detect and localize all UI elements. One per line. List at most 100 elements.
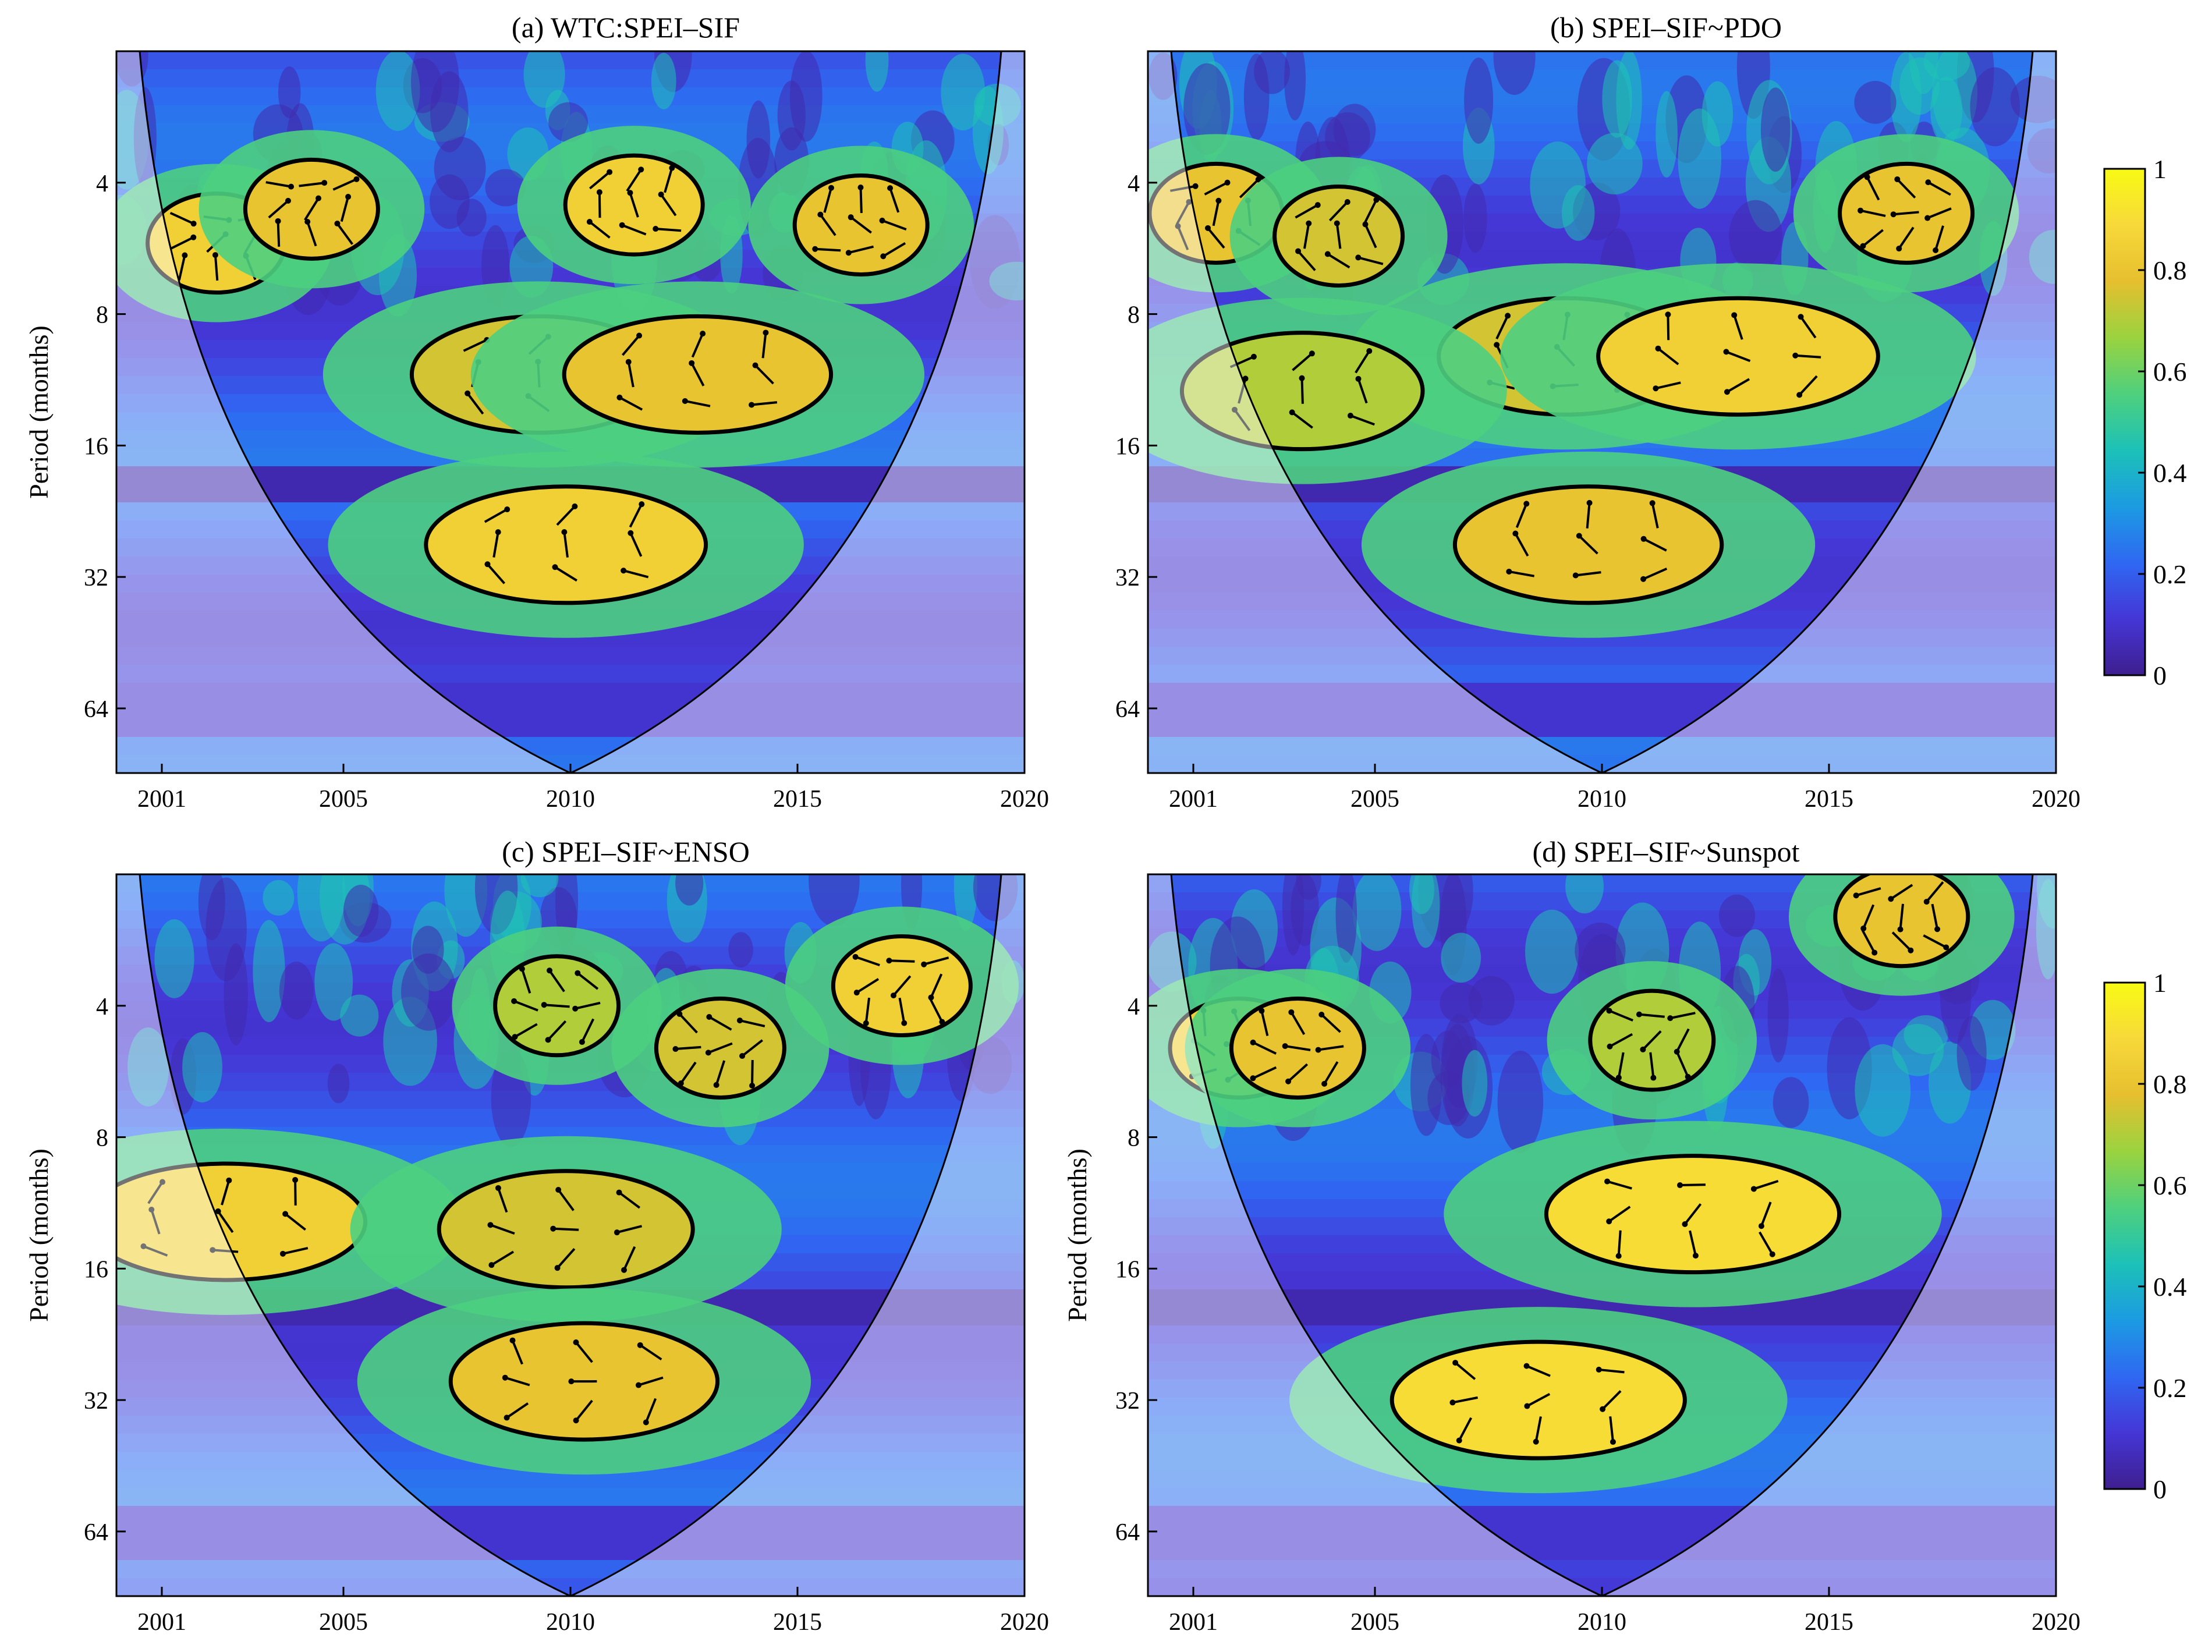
- coherence-patch: [263, 880, 295, 916]
- coherence-patch: [1909, 51, 1938, 94]
- phase-arrow: [150, 1209, 161, 1235]
- phase-arrowhead: [1224, 179, 1231, 186]
- y-tick-labels: 4 8 16 32 64: [1115, 171, 1157, 723]
- coherence-band: [116, 701, 1025, 719]
- phase-arrow: [1931, 903, 1939, 930]
- coherence-patch: [1656, 91, 1678, 178]
- phase-arrow: [1291, 411, 1313, 429]
- phase-arrowhead: [1724, 389, 1730, 395]
- phase-arrow: [856, 978, 880, 994]
- phase-arrow: [1207, 227, 1225, 249]
- coherence-patch: [1284, 51, 1306, 120]
- phase-arrow: [214, 254, 219, 281]
- phase-arrowhead: [845, 250, 852, 256]
- coherence-patch: [279, 961, 314, 1020]
- phase-arrowhead: [1860, 925, 1867, 931]
- phase-arrowhead: [1285, 1078, 1292, 1084]
- coherence-patch: [343, 884, 379, 937]
- phase-arrowhead: [321, 180, 328, 186]
- phase-arrowhead: [1649, 500, 1656, 506]
- phase-arrow: [212, 1249, 239, 1253]
- phase-arrowhead: [279, 1250, 286, 1257]
- colorbar-tick-label: 0.6: [2153, 1171, 2187, 1200]
- phase-arrowhead: [334, 221, 341, 227]
- phase-arrow: [715, 1060, 726, 1086]
- phase-arrow: [1239, 178, 1260, 198]
- phase-arrowhead: [1871, 949, 1878, 956]
- coherence-patch: [1440, 983, 1483, 1023]
- coherence-patch: [1773, 1077, 1809, 1128]
- coherence-patch: [1468, 976, 1515, 1026]
- plot-inner: [1148, 874, 2056, 1596]
- phase-arrowhead: [1924, 215, 1931, 221]
- phase-arrow: [1350, 414, 1375, 426]
- y-tick-label: 8: [1128, 1125, 1140, 1152]
- coherence-band: [116, 719, 1025, 738]
- y-axis-label: Period (months): [24, 325, 54, 499]
- coherence-patch: [1678, 108, 1721, 209]
- phase-arrow: [1657, 348, 1679, 366]
- phase-arrow: [751, 401, 778, 406]
- coherence-band: [1148, 719, 2056, 738]
- x-tick-labels: 2001 2005 2010 2015 2020: [137, 764, 1049, 813]
- phase-arrow: [581, 1018, 595, 1043]
- coherence-patch: [1497, 1050, 1544, 1153]
- panel-d: (d) SPEI–SIF~Sunspot Period (months) 200…: [1062, 835, 2080, 1636]
- phase-arrow: [1725, 350, 1751, 363]
- phase-arrow: [1891, 931, 1912, 952]
- panel-a: (a) WTC:SPEI–SIF Period (months) 2001 200…: [24, 11, 1049, 813]
- x-tick-label: 2015: [1805, 1609, 1853, 1636]
- phase-arrowhead: [1321, 1080, 1328, 1087]
- phase-arrowhead: [1282, 1043, 1288, 1050]
- x-tick-label: 2005: [1350, 786, 1399, 813]
- phase-arrow: [1295, 204, 1318, 219]
- phase-arrowhead: [616, 394, 623, 400]
- phase-arrowhead: [1314, 202, 1321, 208]
- x-tick-label: 2010: [546, 1609, 595, 1636]
- phase-arrow: [1726, 378, 1750, 393]
- phase-arrowhead: [1615, 1253, 1622, 1259]
- phase-arrowhead: [863, 1020, 869, 1026]
- phase-arrowhead: [812, 246, 818, 252]
- phase-arrowhead: [621, 1267, 628, 1273]
- phase-arrowhead: [285, 197, 291, 204]
- phase-arrow: [1759, 1231, 1774, 1255]
- phase-arrow: [1292, 352, 1313, 371]
- phase-arrowhead: [700, 331, 706, 337]
- phase-arrowhead: [1615, 1075, 1622, 1081]
- phase-arrowhead: [749, 402, 755, 408]
- phase-arrow: [1639, 1013, 1665, 1018]
- cone-of-influence-shade: [116, 874, 1025, 1596]
- coherence-patch: [1296, 874, 1321, 901]
- phase-arrow: [1689, 1230, 1697, 1256]
- phase-arrow: [819, 214, 836, 236]
- coherence-patch: [314, 943, 353, 1021]
- phase-arrow: [864, 997, 871, 1024]
- y-tick-label: 32: [84, 1388, 108, 1415]
- phase-arrow: [306, 221, 317, 247]
- phase-arrow: [1856, 887, 1881, 897]
- phase-arrowhead: [1186, 198, 1192, 205]
- phase-arrow: [623, 1246, 636, 1271]
- phase-arrow: [889, 187, 900, 213]
- y-tick-label: 16: [84, 1256, 108, 1283]
- phase-arrow: [547, 1020, 567, 1041]
- phase-arrowhead: [1523, 1363, 1530, 1369]
- coherence-band: [1148, 1560, 2056, 1579]
- phase-arrowhead: [465, 390, 471, 396]
- coherence-patch: [1243, 54, 1270, 140]
- coherence-patch: [1441, 933, 1481, 983]
- phase-arrow: [169, 212, 194, 225]
- phase-arrow: [304, 197, 320, 221]
- coherence-patch: [1565, 874, 1604, 914]
- phase-arrowhead: [1792, 352, 1799, 359]
- phase-arrowhead: [901, 1020, 908, 1026]
- coherence-band: [116, 647, 1025, 665]
- panel-title: (a) WTC:SPEI–SIF: [512, 11, 740, 44]
- phase-arrowhead: [852, 953, 859, 960]
- phase-arrowhead: [1255, 176, 1261, 183]
- phase-arrowhead: [504, 1415, 510, 1421]
- phase-arrowhead: [643, 1419, 649, 1426]
- phase-arrowhead: [1299, 375, 1305, 381]
- phase-arrow: [1260, 1011, 1269, 1036]
